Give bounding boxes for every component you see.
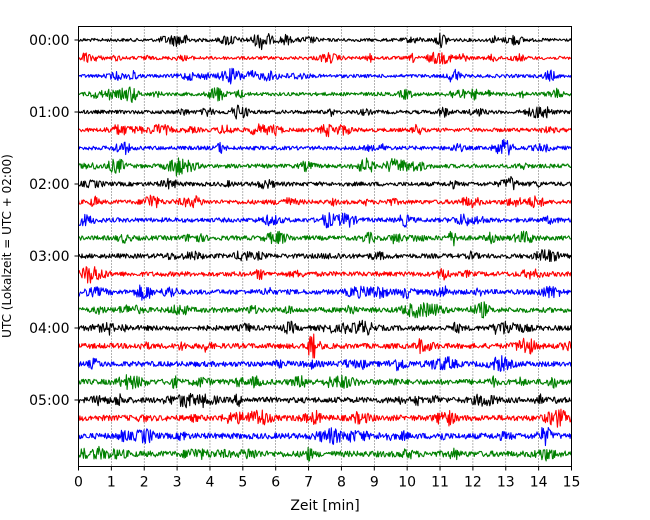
seismic-trace xyxy=(77,374,573,391)
x-tick-label: 2 xyxy=(140,475,149,491)
y-tick-label: 02:00 xyxy=(29,177,69,193)
y-axis-ticks: 00:00 01:00 02:00 03:00 04:00 05:00 xyxy=(29,33,79,409)
seismic-trace xyxy=(77,392,572,409)
seismic-trace xyxy=(78,230,572,247)
seismic-trace xyxy=(78,426,573,447)
x-tick-label: 9 xyxy=(370,475,379,491)
seismic-trace xyxy=(77,445,572,462)
seismic-trace xyxy=(78,266,572,284)
seismic-trace xyxy=(78,408,573,428)
x-tick-label: 0 xyxy=(74,475,83,491)
x-tick-label: 14 xyxy=(530,475,548,491)
seismic-trace xyxy=(77,104,572,120)
seismic-trace xyxy=(78,67,572,85)
plot-frame xyxy=(78,26,572,467)
seismic-trace xyxy=(78,284,573,301)
x-tick-label: 10 xyxy=(398,475,416,491)
x-tick-label: 7 xyxy=(304,475,313,491)
seismic-trace xyxy=(78,51,572,65)
x-axis-label: Zeit [min] xyxy=(290,498,359,514)
y-axis-label: UTC (Lokalzeit = UTC + 02:00) xyxy=(0,154,14,338)
x-tick-label: 11 xyxy=(431,475,449,491)
seismic-trace xyxy=(77,301,572,319)
seismic-trace xyxy=(77,212,573,229)
seismic-trace xyxy=(78,319,573,336)
seismic-trace xyxy=(77,333,572,359)
x-tick-label: 6 xyxy=(271,475,280,491)
x-tick-label: 5 xyxy=(238,475,247,491)
x-tick-label: 3 xyxy=(173,475,182,491)
x-tick-label: 15 xyxy=(563,475,581,491)
grid-lines xyxy=(111,26,539,467)
x-tick-label: 13 xyxy=(497,475,515,491)
seismic-trace xyxy=(78,86,573,104)
y-tick-label: 03:00 xyxy=(29,249,69,265)
y-tick-label: 01:00 xyxy=(29,105,69,121)
seismic-trace xyxy=(77,157,572,177)
y-tick-label: 04:00 xyxy=(29,321,69,337)
seismic-traces xyxy=(77,32,573,462)
x-tick-label: 12 xyxy=(464,475,482,491)
x-axis-ticks: 0 1 2 3 4 5 6 7 8 9 10 11 12 13 14 15 xyxy=(74,466,581,491)
seismic-trace xyxy=(77,138,572,156)
seismic-trace xyxy=(78,249,573,263)
seismic-trace xyxy=(78,32,573,51)
x-tick-label: 1 xyxy=(107,475,116,491)
seismic-trace xyxy=(78,123,573,138)
x-tick-label: 4 xyxy=(206,475,215,491)
y-tick-label: 00:00 xyxy=(29,33,69,49)
seismic-trace xyxy=(78,175,572,191)
x-tick-label: 8 xyxy=(337,475,346,491)
seismic-trace xyxy=(77,194,572,209)
seismic-trace xyxy=(77,355,573,372)
y-tick-label: 05:00 xyxy=(29,393,69,409)
